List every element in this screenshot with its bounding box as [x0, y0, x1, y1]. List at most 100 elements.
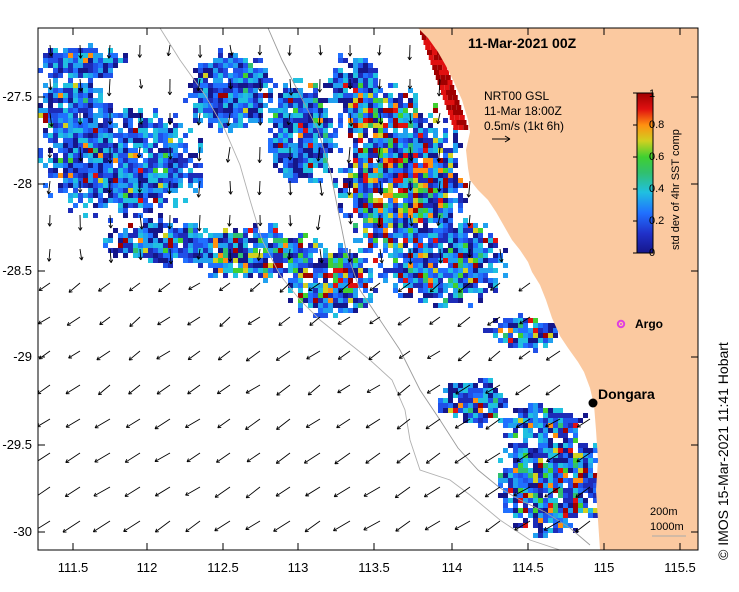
current-vector: [546, 452, 561, 463]
sst-pixel: [363, 118, 368, 123]
sst-pixel: [468, 398, 473, 403]
current-vector: [377, 44, 382, 56]
sst-pixel: [363, 278, 368, 283]
sst-pixel: [93, 193, 98, 198]
sst-pixel: [393, 263, 398, 268]
current-vector: [185, 418, 201, 429]
sst-pixel: [243, 73, 248, 78]
y-tick-label: -27.5: [2, 89, 32, 104]
current-vector: [107, 78, 112, 97]
sst-pixel: [88, 118, 93, 123]
sst-pixel: [423, 128, 428, 133]
sst-pixel: [523, 493, 528, 498]
sst-pixel: [478, 378, 483, 383]
sst-pixel: [383, 133, 388, 138]
sst-pixel: [148, 223, 153, 228]
sst-pixel: [508, 468, 513, 473]
sst-pixel: [88, 183, 93, 188]
current-vector: [436, 78, 442, 97]
sst-pixel: [98, 88, 103, 93]
sst-pixel: [198, 263, 203, 268]
sst-pixel: [568, 503, 573, 508]
sst-pixel: [418, 203, 423, 208]
sst-pixel: [313, 163, 318, 168]
sst-pixel: [328, 98, 333, 103]
sst-pixel: [453, 233, 458, 238]
sst-pixel: [118, 143, 123, 148]
sst-pixel: [318, 163, 323, 168]
sst-pixel: [473, 248, 478, 253]
current-vector: [47, 214, 52, 227]
sst-pixel: [368, 103, 373, 108]
sst-pixel: [403, 203, 408, 208]
dongara-marker[interactable]: [588, 398, 598, 408]
sst-pixel: [318, 123, 323, 128]
sst-pixel: [223, 248, 228, 253]
sst-pixel: [503, 403, 508, 408]
sst-pixel: [353, 103, 358, 108]
sst-pixel: [278, 233, 283, 238]
sst-pixel: [318, 98, 323, 103]
sst-pixel: [413, 148, 418, 153]
sst-pixel: [48, 93, 53, 98]
sst-pixel: [538, 483, 543, 488]
sst-pixel: [233, 248, 238, 253]
sst-pixel: [473, 413, 478, 418]
sst-pixel: [473, 383, 478, 388]
sst-pixel: [528, 453, 533, 458]
sst-pixel: [403, 268, 408, 273]
sst-pixel: [363, 158, 368, 163]
sst-pixel: [218, 48, 223, 53]
sst-pixel: [573, 438, 578, 443]
sst-pixel: [408, 263, 413, 268]
current-vector: [455, 384, 471, 395]
sst-pixel: [293, 128, 298, 133]
sst-pixel: [163, 158, 168, 163]
sst-pixel: [68, 93, 73, 98]
sst-pixel: [233, 68, 238, 73]
sst-pixel: [198, 253, 203, 258]
sst-pixel: [398, 263, 403, 268]
sst-pixel: [313, 288, 318, 293]
current-vector: [245, 350, 261, 362]
sst-pixel: [68, 148, 73, 153]
sst-pixel: [248, 103, 253, 108]
sst-pixel: [118, 243, 123, 248]
sst-pixel: [148, 188, 153, 193]
sst-pixel: [343, 213, 348, 218]
sst-pixel: [473, 223, 478, 228]
sst-pixel: [528, 448, 533, 453]
sst-pixel: [143, 178, 148, 183]
argo-float-marker[interactable]: [616, 319, 626, 329]
sst-pixel: [233, 93, 238, 98]
current-vector: [185, 520, 201, 533]
sst-pixel: [428, 238, 433, 243]
sst-pixel: [323, 273, 328, 278]
sst-pixel: [283, 153, 288, 158]
sst-pixel: [173, 198, 178, 203]
sst-pixel: [533, 433, 538, 438]
sst-pixel: [143, 173, 148, 178]
sst-pixel: [358, 83, 363, 88]
sst-pixel: [583, 498, 588, 503]
sst-pixel: [143, 243, 148, 248]
sst-pixel: [463, 238, 468, 243]
sst-pixel: [323, 133, 328, 138]
sst-pixel: [168, 133, 173, 138]
sst-pixel: [328, 123, 333, 128]
sst-pixel: [393, 118, 398, 123]
sst-pixel: [323, 83, 328, 88]
sst-pixel: [423, 203, 428, 208]
sst-pixel: [503, 263, 508, 268]
sst-pixel: [388, 123, 393, 128]
colorbar-tick-label: 1: [649, 88, 655, 100]
sst-pixel: [333, 258, 338, 263]
sst-pixel: [393, 103, 398, 108]
sst-pixel: [43, 118, 48, 123]
sst-pixel: [98, 203, 103, 208]
sst-pixel: [413, 93, 418, 98]
sst-pixel: [158, 228, 163, 233]
sst-pixel: [498, 323, 503, 328]
current-vector: [365, 418, 381, 429]
current-vector: [319, 248, 324, 264]
